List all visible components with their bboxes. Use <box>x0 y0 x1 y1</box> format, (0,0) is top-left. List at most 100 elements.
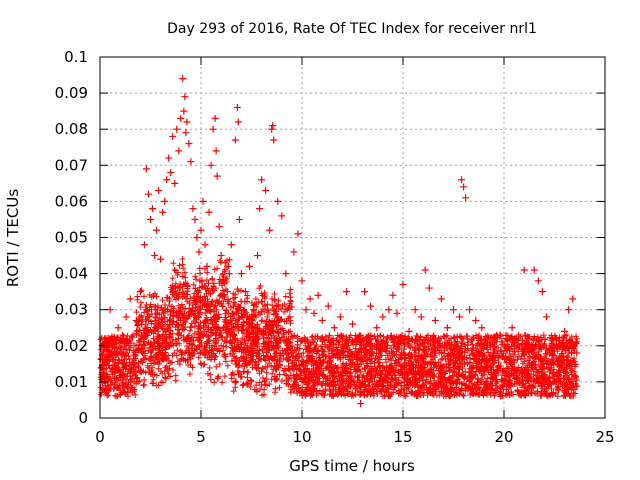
dense-point <box>352 373 359 380</box>
dense-point <box>291 332 298 339</box>
dense-point <box>313 374 320 381</box>
dense-point <box>440 393 447 400</box>
dense-point <box>282 293 289 300</box>
dense-point <box>499 383 506 390</box>
dense-point <box>237 374 244 381</box>
dense-point <box>344 342 351 349</box>
dense-point <box>181 269 188 276</box>
dense-point <box>197 319 204 326</box>
dense-point <box>398 386 405 393</box>
dense-point <box>123 339 130 346</box>
dense-point <box>236 303 243 310</box>
dense-point <box>425 346 432 353</box>
data-point <box>215 223 223 231</box>
dense-point <box>248 299 255 306</box>
data-point <box>173 125 181 133</box>
dense-point <box>147 341 154 348</box>
dense-point <box>165 323 172 330</box>
dense-point <box>472 345 479 352</box>
dense-point <box>279 378 286 385</box>
dense-point <box>229 310 236 317</box>
data-point <box>183 118 191 126</box>
dense-point <box>223 306 230 313</box>
dense-point <box>221 280 228 287</box>
data-point <box>349 320 356 328</box>
dense-point <box>158 314 165 321</box>
data-point <box>425 284 433 292</box>
dense-point <box>305 343 312 350</box>
dense-point <box>123 356 130 363</box>
dense-point <box>167 284 174 291</box>
dense-point <box>260 328 267 335</box>
dense-point <box>178 332 185 339</box>
dense-point <box>231 339 238 346</box>
dense-point <box>269 306 276 313</box>
dense-point <box>270 332 277 339</box>
dense-point <box>345 377 352 384</box>
x-tick-label: 20 <box>494 428 513 446</box>
dense-point <box>268 362 275 369</box>
dense-point <box>397 336 404 343</box>
dense-point <box>479 372 486 379</box>
dense-point <box>235 288 242 295</box>
dense-point <box>138 299 145 306</box>
dense-point <box>383 364 390 371</box>
dense-point <box>112 356 119 363</box>
dense-point <box>553 341 560 348</box>
dense-point <box>111 368 118 375</box>
dense-point <box>349 361 356 368</box>
y-tick-label: 0.04 <box>55 265 88 283</box>
dense-point <box>247 383 254 390</box>
dense-point <box>128 385 135 392</box>
dense-point <box>413 375 420 382</box>
dense-point <box>504 365 511 372</box>
dense-point <box>305 375 312 382</box>
dense-point <box>212 314 219 321</box>
dense-point <box>286 290 293 297</box>
dense-point <box>335 369 342 376</box>
dense-point <box>436 392 443 399</box>
dense-point <box>287 320 294 327</box>
dense-point <box>468 390 475 397</box>
dense-point <box>349 337 356 344</box>
dense-point <box>102 389 109 396</box>
dense-point <box>224 263 231 270</box>
dense-point <box>328 392 335 399</box>
dense-point <box>197 294 204 301</box>
dense-point <box>269 302 276 309</box>
dense-point <box>242 309 249 316</box>
dense-point <box>133 309 140 316</box>
dense-point <box>266 329 273 336</box>
dense-point <box>396 390 403 397</box>
dense-point <box>462 368 469 375</box>
dense-point <box>564 391 571 398</box>
dense-point <box>211 379 218 386</box>
dense-point <box>427 390 434 397</box>
dense-point <box>276 335 283 342</box>
dense-point <box>490 360 497 367</box>
data-point <box>197 226 205 234</box>
dense-point <box>272 376 279 383</box>
dense-point <box>437 365 444 372</box>
dense-point <box>342 365 349 372</box>
dense-point <box>294 338 301 345</box>
dense-point <box>494 350 501 357</box>
dense-point <box>293 373 300 380</box>
dense-point <box>360 372 367 379</box>
dense-point <box>185 361 192 368</box>
dense-point <box>530 365 537 372</box>
dense-point <box>207 306 214 313</box>
dense-point <box>395 356 402 363</box>
dense-point <box>291 378 298 385</box>
dense-point <box>518 345 525 352</box>
data-point <box>274 197 282 205</box>
dense-point <box>380 375 387 382</box>
dense-point <box>115 359 122 366</box>
dense-point <box>341 378 348 385</box>
dense-point <box>388 375 395 382</box>
dense-point <box>189 364 196 371</box>
dense-point <box>376 363 383 370</box>
dense-point <box>380 337 387 344</box>
dense-point <box>568 349 575 356</box>
dense-point <box>259 292 266 299</box>
